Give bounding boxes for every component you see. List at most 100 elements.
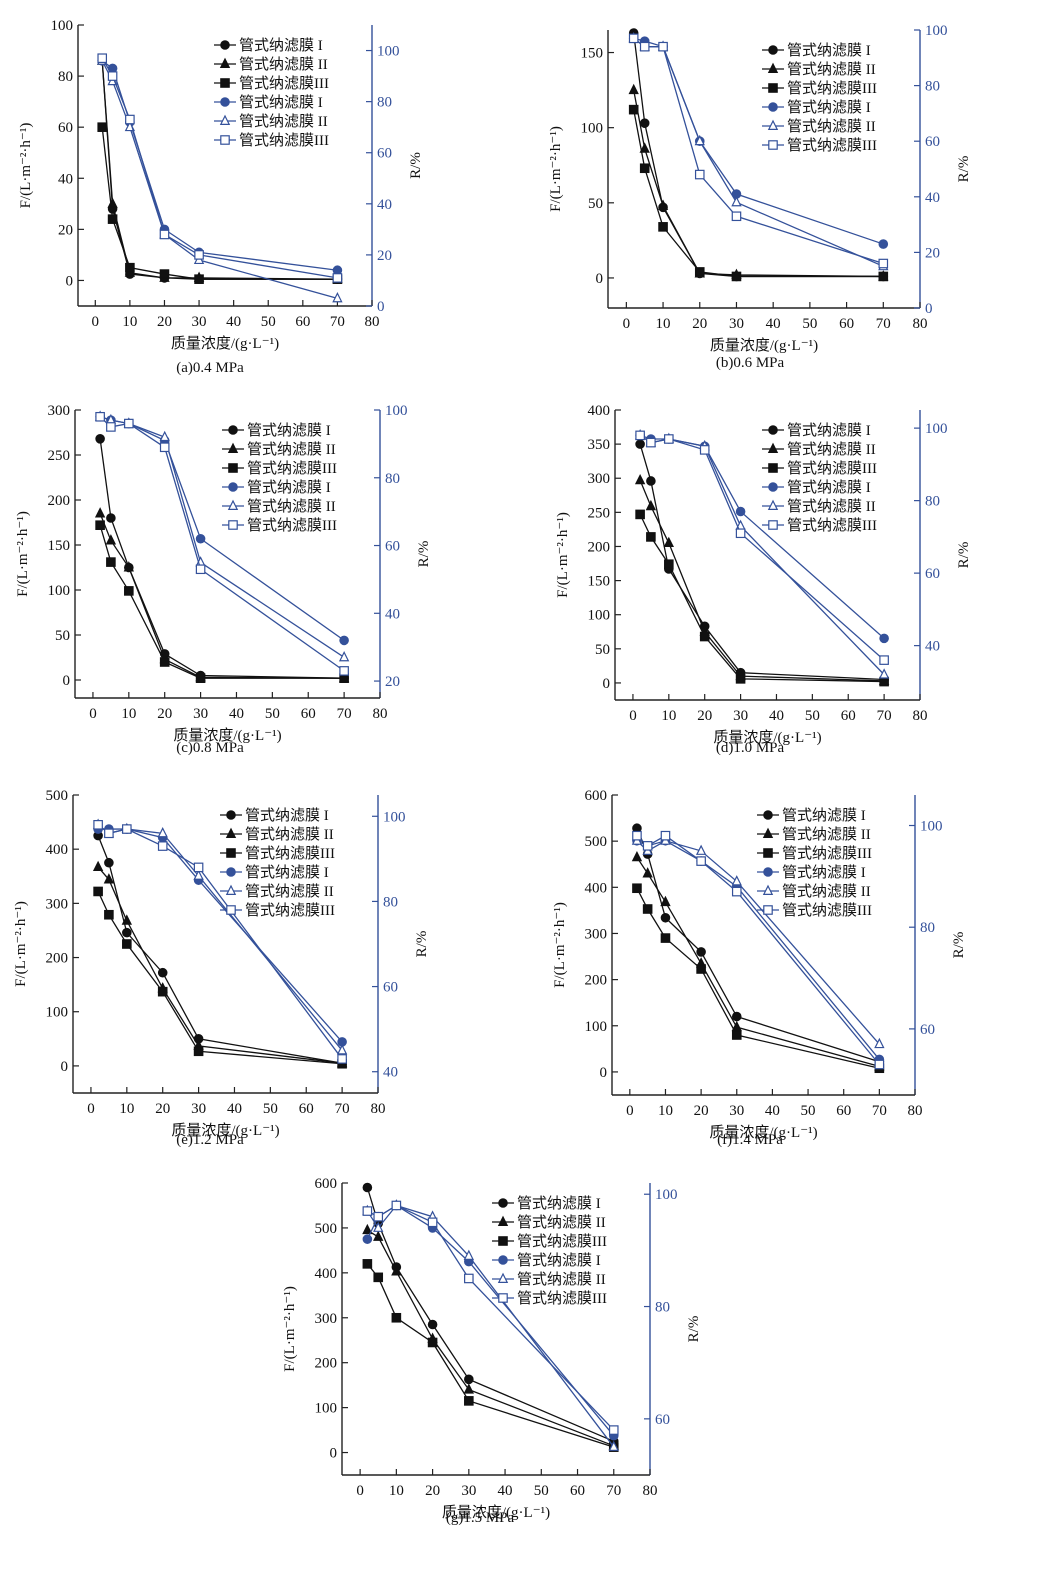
legend: 管式纳滤膜 I 管式纳滤膜 II 管式纳滤膜III 管式纳滤膜 I 管式纳滤膜 II 管式… (762, 422, 877, 534)
y-tick-label: 0 (66, 273, 74, 289)
series-line (633, 109, 884, 278)
legend-marker (225, 827, 237, 839)
data-point (878, 239, 889, 249)
data-point (193, 862, 204, 873)
x-tick-label: 10 (389, 1483, 404, 1499)
y-tick-label: 500 (46, 788, 69, 804)
data-point (95, 520, 105, 530)
y2-tick-label: 40 (385, 606, 400, 622)
data-point (391, 1312, 402, 1323)
data-point (878, 258, 889, 269)
legend: 管式纳滤膜 I 管式纳滤膜 II 管式纳滤膜III 管式纳滤膜 I 管式纳滤膜 II 管式… (222, 422, 337, 534)
x-tick-label: 20 (155, 1101, 170, 1117)
data-point (879, 633, 889, 644)
y-tick-label: 0 (330, 1446, 338, 1462)
y2-tick-label: 80 (383, 894, 398, 910)
y-tick-label: 200 (588, 539, 611, 555)
y-tick-label: 200 (46, 951, 69, 967)
data-point (879, 655, 889, 665)
data-point (628, 33, 639, 44)
data-point (124, 418, 134, 429)
x-tick-label: 20 (694, 1103, 709, 1119)
series-line (639, 480, 885, 682)
x-tick-label: 0 (87, 1101, 95, 1117)
y-axis-label: F/(L·m⁻²·h⁻¹) (13, 901, 29, 987)
data-point (362, 1259, 373, 1269)
y2-tick-label: 100 (377, 44, 400, 60)
y-tick-label: 0 (596, 271, 604, 287)
data-point (124, 586, 134, 596)
data-point (699, 631, 710, 642)
data-point (464, 1396, 474, 1406)
y2-tick-label: 100 (383, 809, 406, 825)
x-tick-label: 10 (656, 316, 671, 332)
x-tick-label: 40 (226, 314, 241, 330)
data-point (731, 271, 742, 282)
y-tick-label: 60 (58, 120, 73, 136)
legend-label: 管式纳滤膜III (239, 132, 329, 149)
legend-item: 管式纳滤膜III (762, 517, 877, 534)
legend-label: 管式纳滤膜III (247, 460, 337, 477)
legend-marker (763, 905, 773, 915)
data-point (464, 1374, 474, 1385)
data-point (645, 499, 657, 511)
data-point (735, 506, 746, 517)
x-tick-label: 20 (157, 706, 172, 722)
y2-tick-label: 40 (925, 639, 940, 655)
data-point (106, 422, 116, 432)
y-tick-label: 100 (46, 1005, 69, 1021)
data-point (362, 1223, 373, 1235)
data-point (660, 895, 671, 907)
y2-tick-label: 80 (377, 95, 392, 111)
y-tick-label: 50 (595, 642, 610, 658)
legend-item: 管式纳滤膜 I (492, 1195, 601, 1212)
data-point (660, 912, 671, 923)
panel-caption: (c)0.8 MPa (176, 740, 244, 756)
legend-label: 管式纳滤膜 I (239, 94, 323, 111)
legend: 管式纳滤膜 I 管式纳滤膜 II 管式纳滤膜III 管式纳滤膜 I 管式纳滤膜 II 管式… (214, 37, 329, 149)
legend-marker (762, 827, 774, 839)
data-point (646, 437, 656, 448)
x-tick-label: 30 (193, 706, 208, 722)
y2-tick-label: 80 (920, 920, 935, 936)
data-point (195, 673, 206, 683)
legend-item: 管式纳滤膜III (222, 517, 337, 534)
y-tick-label: 400 (588, 403, 611, 419)
data-point (121, 914, 132, 925)
data-point (427, 1337, 438, 1348)
x-tick-label: 70 (335, 1101, 350, 1117)
legend-item: 管式纳滤膜 II (492, 1271, 606, 1288)
legend-marker (768, 45, 778, 55)
data-point (731, 196, 742, 207)
x-tick-label: 80 (371, 1101, 386, 1117)
data-point (642, 904, 653, 914)
data-point (104, 909, 114, 920)
legend-marker (228, 482, 238, 492)
x-tick-label: 50 (534, 1483, 549, 1499)
data-point (159, 269, 170, 279)
data-point (195, 564, 206, 575)
y-tick-label: 600 (585, 788, 608, 804)
legend-marker (767, 62, 779, 74)
legend-marker (768, 140, 778, 150)
legend-marker (767, 119, 779, 130)
legend-label: 管式纳滤膜 I (247, 479, 331, 496)
data-point (646, 532, 656, 542)
data-point (427, 1319, 438, 1330)
legend-item: 管式纳滤膜III (222, 460, 337, 477)
data-point (657, 199, 669, 210)
data-point (193, 869, 204, 880)
y-tick-label: 400 (46, 842, 69, 858)
x-tick-label: 30 (192, 314, 207, 330)
data-point (104, 828, 114, 839)
legend-marker (220, 78, 230, 88)
legend-item: 管式纳滤膜III (757, 845, 872, 862)
data-point (463, 1383, 474, 1394)
data-point (339, 635, 349, 646)
x-tick-label: 80 (913, 316, 928, 332)
x-tick-label: 60 (301, 706, 316, 722)
panel-caption: (d)1.0 MPa (715, 740, 785, 756)
legend-label: 管式纳滤膜 I (517, 1252, 601, 1269)
x-tick-label: 80 (365, 314, 380, 330)
data-point (694, 134, 705, 146)
